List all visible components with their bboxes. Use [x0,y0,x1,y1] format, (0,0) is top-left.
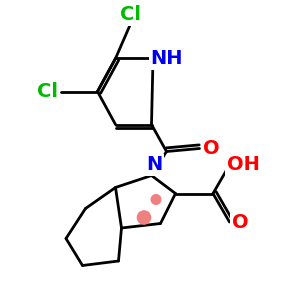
Text: O: O [232,212,248,232]
Text: O: O [203,139,220,158]
Text: Cl: Cl [38,82,58,101]
Circle shape [151,195,161,204]
Circle shape [137,211,151,224]
Text: Cl: Cl [120,5,141,25]
Text: N: N [146,155,163,175]
Text: NH: NH [150,49,183,68]
Text: OH: OH [226,155,260,175]
